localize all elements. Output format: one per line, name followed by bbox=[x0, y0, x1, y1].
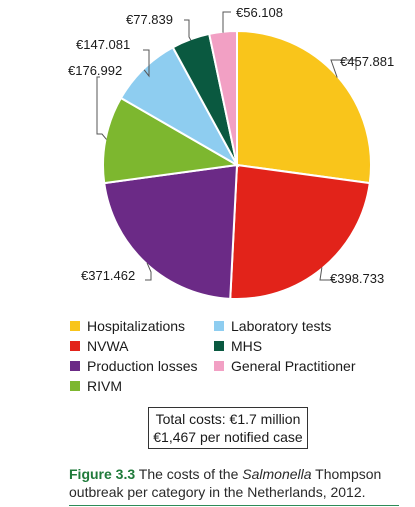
pie-slice-production-losses bbox=[103, 163, 239, 300]
value-label-rivm: €176.992 bbox=[68, 63, 122, 78]
legend-swatch bbox=[214, 361, 224, 371]
pie-slice-nvwa bbox=[229, 163, 371, 300]
pie-slice-rivm bbox=[102, 96, 241, 185]
figure-caption: Figure 3.3 The costs of the Salmonella T… bbox=[69, 465, 399, 501]
legend-label: General Practitioner bbox=[231, 358, 356, 374]
legend-swatch bbox=[70, 361, 80, 371]
legend-label: Laboratory tests bbox=[231, 318, 332, 334]
value-label-nvwa: €398.733 bbox=[330, 271, 384, 286]
legend-swatch bbox=[214, 321, 224, 331]
caption-text-before: The costs of the bbox=[135, 466, 243, 482]
value-label-mhs: €77.839 bbox=[126, 12, 173, 27]
caption-rule bbox=[69, 505, 399, 506]
legend-label: MHS bbox=[231, 338, 263, 354]
cost-per-case-line: €1,467 per notified case bbox=[153, 429, 303, 445]
legend-swatch bbox=[214, 341, 224, 351]
legend-swatch bbox=[70, 341, 80, 351]
figure-label: Figure 3.3 bbox=[69, 466, 136, 482]
pie-slice-hospitalizations bbox=[236, 29, 372, 185]
legend-item-laboratory-tests: Laboratory tests bbox=[214, 318, 390, 334]
legend-label: NVWA bbox=[87, 338, 129, 354]
legend-label: Production losses bbox=[87, 358, 198, 374]
pie-chart: €457.881 €398.733 €371.462 €176.992 €147.081… bbox=[68, 5, 394, 300]
legend-item-production-losses: Production losses bbox=[70, 358, 214, 374]
leader-line-general-practitioner bbox=[222, 11, 231, 33]
legend-swatch bbox=[70, 381, 80, 391]
value-label-hospitalizations: €457.881 bbox=[340, 54, 394, 69]
value-label-laboratory-tests: €147.081 bbox=[76, 37, 130, 52]
legend-item-hospitalizations: Hospitalizations bbox=[70, 318, 214, 334]
legend-item-nvwa: NVWA bbox=[70, 338, 214, 354]
caption-text-after: Thompson outbreak per category in the Ne… bbox=[69, 466, 382, 500]
legend-label: Hospitalizations bbox=[87, 318, 186, 334]
leader-line-mhs bbox=[184, 19, 192, 41]
leader-line-rivm bbox=[96, 76, 107, 140]
caption-italic: Salmonella bbox=[242, 466, 312, 482]
legend-item-general-practitioner: General Practitioner bbox=[214, 358, 390, 374]
legend-item-mhs: MHS bbox=[214, 338, 390, 354]
legend-item-rivm: RIVM bbox=[70, 378, 214, 394]
legend-swatch bbox=[70, 321, 80, 331]
total-costs-line: Total costs: €1.7 million bbox=[155, 411, 301, 427]
leader-line-nvwa bbox=[319, 267, 335, 281]
leader-line-hospitalizations bbox=[330, 59, 357, 78]
legend: Hospitalizations Laboratory tests NVWA M… bbox=[70, 318, 390, 394]
value-label-production-losses: €371.462 bbox=[81, 268, 135, 283]
legend-label: RIVM bbox=[87, 378, 122, 394]
total-costs-box: Total costs: €1.7 million €1,467 per not… bbox=[148, 407, 308, 449]
value-label-general-practitioner: €56.108 bbox=[236, 5, 283, 20]
leader-line-laboratory-tests bbox=[143, 49, 150, 78]
leader-line-production-losses bbox=[145, 262, 152, 281]
